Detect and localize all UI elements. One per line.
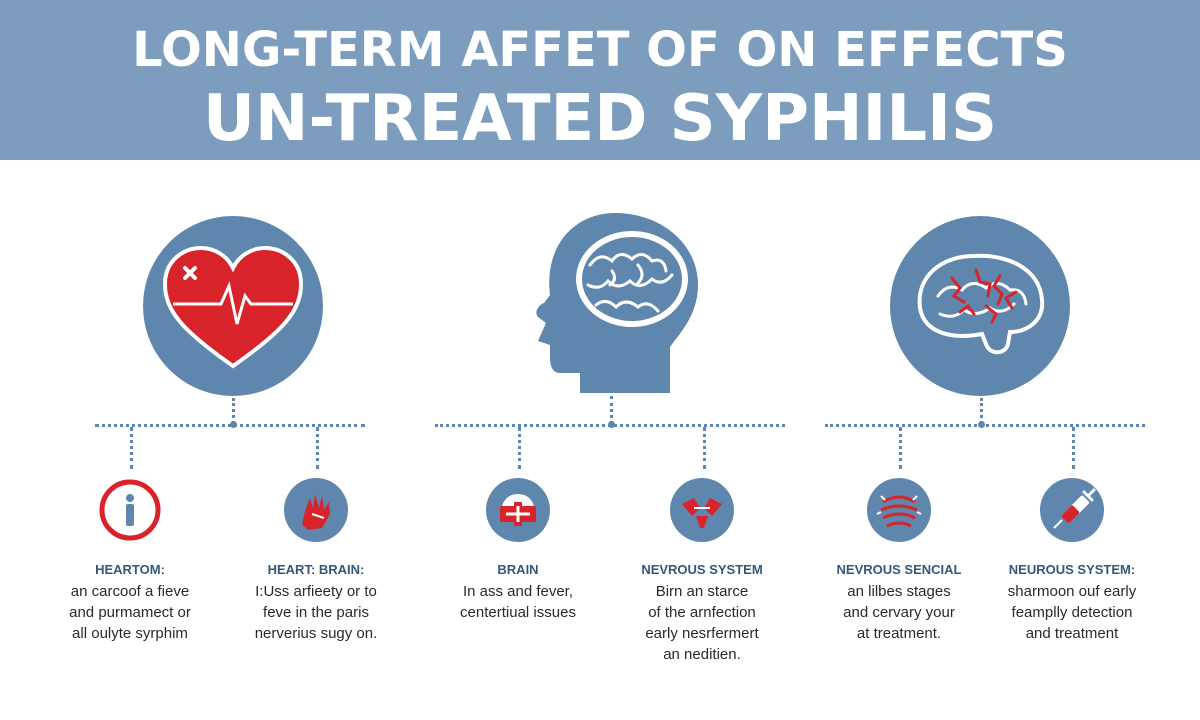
brain-bandage-icon	[486, 478, 550, 542]
desc-line: and treatment	[1025, 625, 1119, 642]
desc-nevrous-sencial: an lilbes stages and cervary your at tre…	[804, 581, 994, 644]
syringe-icon	[1040, 478, 1104, 542]
label-heartom: HEARTOM:	[95, 562, 165, 577]
label-brain: BRAIN	[497, 562, 539, 577]
desc-line: of the arnfection	[648, 604, 756, 621]
label-nevrous-sencial: NEVROUS SENCIAL	[836, 562, 962, 577]
desc-heart-brain: I:Uss arfieety or to feve in the paris n…	[221, 581, 411, 644]
heart-branch-node	[230, 421, 237, 428]
desc-line: an neditien.	[663, 646, 741, 663]
heart-stem	[232, 398, 235, 424]
brain-lesions-icon	[917, 253, 1045, 355]
heart-branch-right	[316, 427, 319, 469]
desc-line: and purmamect or	[69, 604, 191, 621]
desc-line: nerverius sugy on.	[254, 625, 378, 642]
lesions-branch-left	[899, 427, 902, 469]
heart-branch-left	[130, 427, 133, 469]
lesions-stem	[980, 398, 983, 424]
desc-line: feamplly detection	[1011, 604, 1133, 621]
title-line-1: LONG-TERM AFFET OF ON EFFECTS	[132, 22, 1068, 78]
desc-line: and cervary your	[843, 604, 955, 621]
desc-nevrous-system: Birn an starce of the arnfection early n…	[607, 581, 797, 665]
head-branch-right	[703, 427, 706, 469]
label-heart-brain: HEART: BRAIN:	[267, 562, 365, 577]
heart-circle	[143, 216, 323, 396]
desc-line: In ass and fever,	[462, 583, 574, 600]
lesions-branch-node	[978, 421, 985, 428]
person-in-circle-icon	[98, 478, 162, 542]
label-neurous-system: NEUROUS SYSTEM:	[1008, 562, 1136, 577]
desc-line: at treatment.	[856, 625, 942, 642]
head-brain-icon	[520, 205, 710, 395]
desc-line: early nesrfermert	[645, 625, 759, 642]
desc-line: centertiual issues	[460, 604, 576, 621]
desc-heartom: an carcoof a fieve and purmamect or all …	[35, 581, 225, 644]
brain-lesions-circle	[890, 216, 1070, 396]
desc-line: all oulyte syrphim	[72, 625, 188, 642]
hand-icon	[284, 478, 348, 542]
desc-line: I:Uss arfieety or to	[255, 583, 377, 600]
desc-line: an lilbes stages	[847, 583, 951, 600]
nerve-cells-icon	[670, 478, 734, 542]
desc-line: sharmoon ouf early	[1007, 583, 1137, 600]
lesions-branch-line	[825, 424, 1145, 427]
label-nevrous-system: NEVROUS SYSTEM	[641, 562, 763, 577]
desc-line: an carcoof a fieve	[70, 583, 190, 600]
head-branch-left	[518, 427, 521, 469]
head-branch-node	[608, 421, 615, 428]
lesions-branch-right	[1072, 427, 1075, 469]
desc-neurous-system: sharmoon ouf early feamplly detection an…	[977, 581, 1167, 644]
title-banner: LONG-TERM AFFET OF ON EFFECTS UN-TREATED…	[0, 0, 1200, 160]
head-stem	[610, 396, 613, 424]
desc-line: feve in the paris	[263, 604, 369, 621]
spine-nerves-icon	[867, 478, 931, 542]
desc-brain: In ass and fever, centertiual issues	[423, 581, 613, 623]
desc-line: Birn an starce	[655, 583, 749, 600]
title-line-2: UN-TREATED SYPHILIS	[202, 82, 998, 156]
heart-ecg-icon	[162, 245, 304, 369]
